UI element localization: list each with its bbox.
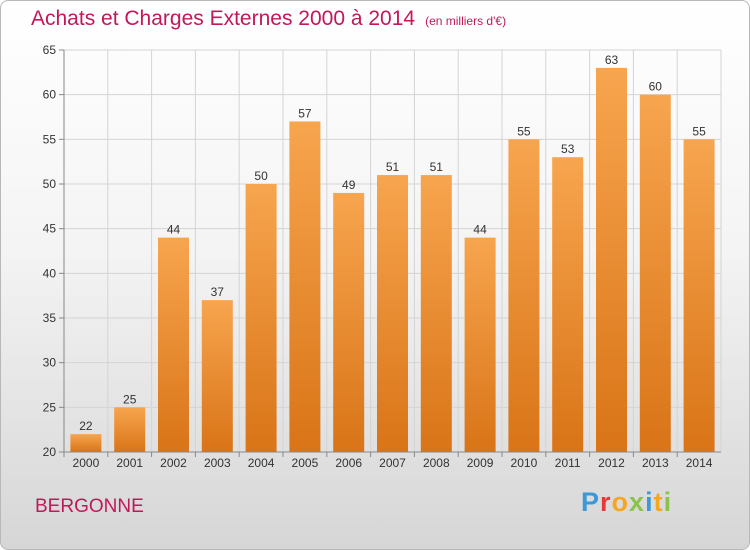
y-tick-label: 30: [43, 356, 57, 370]
y-tick-label: 25: [43, 400, 57, 414]
chart-subtitle: (en milliers d'€): [425, 14, 507, 28]
x-tick-label: 2003: [204, 456, 231, 470]
bar-value-label: 22: [79, 419, 93, 433]
x-tick-label: 2013: [642, 456, 669, 470]
logo-letter: i: [645, 487, 654, 517]
x-tick-label: 2008: [423, 456, 450, 470]
x-tick-label: 2004: [248, 456, 275, 470]
bar-value-label: 60: [649, 80, 663, 94]
x-tick-label: 2011: [555, 456, 581, 470]
bar-value-label: 51: [386, 160, 400, 174]
x-tick-label: 2006: [335, 456, 362, 470]
y-tick-label: 50: [43, 177, 57, 191]
bar: [289, 121, 321, 452]
logo-letter: x: [629, 487, 646, 517]
bar-value-label: 57: [298, 106, 312, 120]
location-label: BERGONNE: [35, 496, 144, 517]
axes: 20 25 30 35 40 45 50 55 60 65 2000 2001 2002 2003 2004…: [43, 43, 721, 470]
y-tick-label: 35: [43, 311, 57, 325]
logo-letter: P: [581, 487, 601, 517]
bar-value-label: 37: [211, 285, 225, 299]
bar: [639, 94, 671, 453]
bar-value-label: 50: [254, 169, 268, 183]
x-tick-label: 2001: [116, 456, 143, 470]
y-tick-label: 55: [43, 132, 57, 146]
bar-value-label: 63: [605, 53, 619, 67]
x-tick-label: 2009: [467, 456, 494, 470]
y-tick-label: 20: [43, 445, 57, 459]
x-tick-label: 2014: [686, 456, 713, 470]
bar: [508, 139, 540, 453]
logo-letter: i: [663, 487, 673, 517]
y-tick-label: 40: [43, 266, 57, 280]
bar: [114, 407, 146, 452]
bar: [70, 434, 102, 452]
bar: [158, 237, 189, 452]
x-tick-label: 2012: [598, 456, 625, 470]
bar: [683, 139, 715, 453]
bar: [245, 184, 277, 452]
logo-letter: o: [611, 487, 630, 517]
logo-letter: r: [600, 487, 612, 517]
x-tick-label: 2010: [511, 456, 538, 470]
x-tick-label: 2005: [292, 456, 319, 470]
bar: [201, 300, 233, 452]
y-tick-label: 60: [43, 88, 57, 102]
bar-value-label: 53: [561, 142, 575, 156]
bar-value-label: 25: [123, 392, 137, 406]
proxiti-logo: Proxiti: [581, 487, 672, 518]
bar: [464, 237, 496, 452]
bar-value-label: 51: [430, 160, 444, 174]
x-tick-label: 2002: [160, 456, 187, 470]
chart-title: Achats et Charges Externes 2000 à 2014 (e…: [31, 7, 507, 30]
bar-value-label: 44: [167, 223, 181, 237]
bar-value-label: 55: [517, 124, 531, 138]
bar-value-label: 55: [692, 124, 706, 138]
bar: [377, 175, 408, 453]
y-tick-label: 45: [43, 222, 57, 236]
bar-value-label: 44: [473, 223, 487, 237]
x-tick-label: 2007: [379, 456, 406, 470]
bar: [596, 67, 627, 452]
bars: 22 25 44 37 50 57 49 51 51 44 55 53 63 60 55: [70, 53, 715, 453]
y-tick-label: 65: [43, 43, 57, 57]
logo-letter: t: [653, 487, 664, 517]
bar-value-label: 49: [342, 178, 356, 192]
bar: [552, 157, 584, 452]
bar: [333, 192, 365, 452]
x-tick-label: 2000: [73, 456, 100, 470]
bar: [420, 175, 452, 453]
